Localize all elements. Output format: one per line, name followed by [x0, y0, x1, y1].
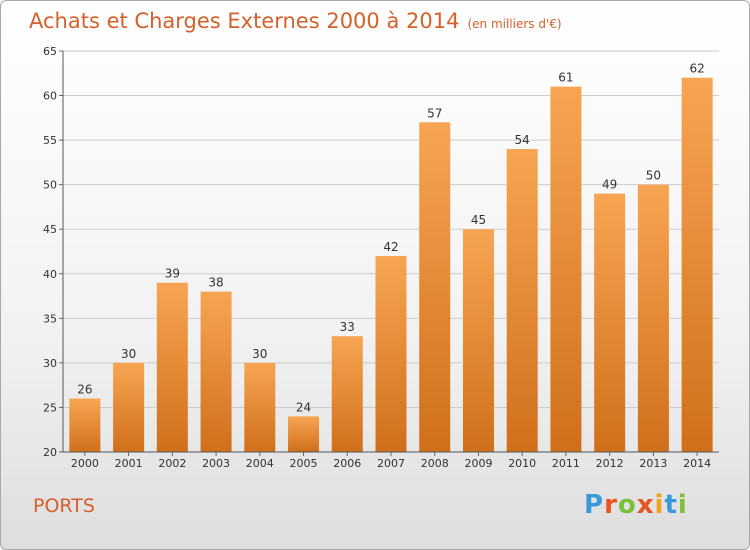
y-tick-label: 45 — [43, 223, 57, 236]
data-label: 50 — [646, 169, 661, 183]
x-tick-label: 2010 — [508, 457, 536, 470]
y-tick-label: 35 — [43, 312, 57, 325]
chart-title-text: Achats et Charges Externes 2000 à 2014 — [29, 9, 460, 33]
data-label: 42 — [383, 240, 398, 254]
x-tick-label: 2002 — [158, 457, 186, 470]
x-tick-label: 2005 — [290, 457, 318, 470]
chart-title: Achats et Charges Externes 2000 à 2014 (e… — [29, 9, 562, 33]
x-tick-label: 2009 — [464, 457, 492, 470]
x-tick-label: 2004 — [246, 457, 274, 470]
logo-letter: t — [664, 490, 678, 520]
x-tick-label: 2013 — [639, 457, 667, 470]
logo-letter: i — [654, 490, 665, 520]
logo-letter: i — [677, 490, 688, 520]
y-tick-label: 25 — [43, 401, 57, 414]
data-label: 49 — [602, 178, 617, 192]
y-tick-label: 50 — [43, 179, 57, 192]
bar — [550, 86, 582, 453]
y-tick-label: 65 — [43, 45, 57, 58]
chart-unit: (en milliers d'€) — [467, 17, 562, 31]
y-tick-label: 30 — [43, 357, 57, 370]
logo-letter: r — [604, 490, 618, 520]
logo-letter: o — [617, 490, 637, 520]
x-tick-label: 2014 — [683, 457, 711, 470]
data-label: 30 — [252, 347, 267, 361]
bar — [419, 122, 451, 453]
bar — [113, 362, 145, 452]
data-label: 33 — [340, 320, 355, 334]
bar — [200, 291, 232, 452]
bar — [375, 255, 407, 452]
x-tick-label: 2011 — [552, 457, 580, 470]
bar — [506, 149, 538, 452]
bar — [69, 398, 101, 452]
x-tick-label: 2012 — [596, 457, 624, 470]
bar — [156, 282, 188, 452]
y-tick-label: 55 — [43, 134, 57, 147]
data-label: 54 — [515, 133, 530, 147]
logo-letter: P — [584, 490, 605, 520]
x-tick-label: 2003 — [202, 457, 230, 470]
data-label: 26 — [77, 383, 92, 397]
data-label: 39 — [165, 267, 180, 281]
logo-letter: x — [636, 490, 655, 520]
data-label: 24 — [296, 400, 311, 414]
data-label: 30 — [121, 347, 136, 361]
bar — [637, 184, 669, 452]
y-tick-label: 40 — [43, 268, 57, 281]
proxiti-logo: Proxiti — [584, 490, 688, 520]
bar — [244, 362, 276, 452]
x-tick-label: 2007 — [377, 457, 405, 470]
bar — [288, 416, 320, 452]
x-tick-label: 2006 — [333, 457, 361, 470]
x-tick-label: 2008 — [421, 457, 449, 470]
data-label: 61 — [558, 71, 573, 85]
bar — [594, 193, 626, 453]
data-label: 57 — [427, 106, 442, 120]
bar — [681, 77, 713, 452]
data-label: 38 — [208, 276, 223, 290]
data-label: 62 — [689, 62, 704, 76]
bar — [462, 229, 494, 452]
bar — [331, 336, 363, 452]
y-tick-label: 20 — [43, 446, 57, 459]
x-tick-label: 2000 — [71, 457, 99, 470]
x-tick-label: 2001 — [115, 457, 143, 470]
town-name: PORTS — [33, 495, 95, 517]
data-label: 45 — [471, 213, 486, 227]
y-tick-label: 60 — [43, 90, 57, 103]
